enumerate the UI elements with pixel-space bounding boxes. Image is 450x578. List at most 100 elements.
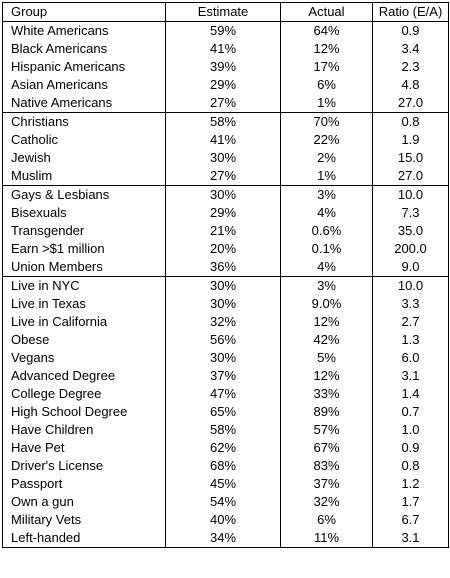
cell-group: Driver's License: [2, 457, 166, 475]
cell-group: College Degree: [2, 385, 166, 403]
table-row: Union Members 36% 4% 9.0: [2, 258, 449, 277]
cell-actual: 3%: [280, 185, 373, 204]
cell-estimate: 30%: [165, 295, 281, 313]
cell-ratio: 6.0: [372, 349, 449, 367]
cell-ratio: 35.0: [372, 222, 449, 240]
table-row: Muslim 27% 1% 27.0: [2, 167, 449, 186]
cell-group: Union Members: [2, 258, 166, 277]
cell-group: Have Pet: [2, 439, 166, 457]
cell-estimate: 56%: [165, 331, 281, 349]
cell-estimate: 20%: [165, 240, 281, 258]
cell-actual: 89%: [280, 403, 373, 421]
cell-ratio: 1.2: [372, 475, 449, 493]
table-row: Left-handed 34% 11% 3.1: [2, 529, 449, 548]
data-table-container: Group Estimate Actual Ratio (E/A) White …: [2, 2, 449, 548]
cell-actual: 12%: [280, 367, 373, 385]
cell-group: Obese: [2, 331, 166, 349]
cell-estimate: 41%: [165, 40, 281, 58]
cell-actual: 32%: [280, 493, 373, 511]
cell-group: Asian Americans: [2, 76, 166, 94]
cell-estimate: 65%: [165, 403, 281, 421]
cell-group: Hispanic Americans: [2, 58, 166, 76]
cell-group: Earn >$1 million: [2, 240, 166, 258]
cell-estimate: 41%: [165, 131, 281, 149]
cell-group: Passport: [2, 475, 166, 493]
table-row: College Degree 47% 33% 1.4: [2, 385, 449, 403]
cell-ratio: 1.0: [372, 421, 449, 439]
cell-ratio: 200.0: [372, 240, 449, 258]
cell-estimate: 37%: [165, 367, 281, 385]
table-row: Military Vets 40% 6% 6.7: [2, 511, 449, 529]
table-row: Catholic 41% 22% 1.9: [2, 131, 449, 149]
cell-estimate: 45%: [165, 475, 281, 493]
cell-estimate: 29%: [165, 204, 281, 222]
header-actual: Actual: [280, 2, 373, 22]
cell-actual: 67%: [280, 439, 373, 457]
table-row: High School Degree 65% 89% 0.7: [2, 403, 449, 421]
cell-ratio: 27.0: [372, 94, 449, 113]
cell-actual: 64%: [280, 21, 373, 40]
cell-estimate: 21%: [165, 222, 281, 240]
cell-actual: 17%: [280, 58, 373, 76]
cell-ratio: 0.7: [372, 403, 449, 421]
table-row: Own a gun 54% 32% 1.7: [2, 493, 449, 511]
cell-actual: 42%: [280, 331, 373, 349]
cell-estimate: 32%: [165, 313, 281, 331]
cell-ratio: 3.1: [372, 367, 449, 385]
cell-group: Jewish: [2, 149, 166, 167]
header-row: Group Estimate Actual Ratio (E/A): [2, 2, 449, 22]
table-row: Have Pet 62% 67% 0.9: [2, 439, 449, 457]
cell-actual: 6%: [280, 76, 373, 94]
cell-ratio: 0.9: [372, 439, 449, 457]
table-row: Black Americans 41% 12% 3.4: [2, 40, 449, 58]
table-row: Vegans 30% 5% 6.0: [2, 349, 449, 367]
cell-ratio: 4.8: [372, 76, 449, 94]
table-row: Bisexuals 29% 4% 7.3: [2, 204, 449, 222]
cell-actual: 12%: [280, 313, 373, 331]
table-row: Transgender 21% 0.6% 35.0: [2, 222, 449, 240]
cell-ratio: 9.0: [372, 258, 449, 277]
table-row: Obese 56% 42% 1.3: [2, 331, 449, 349]
cell-actual: 2%: [280, 149, 373, 167]
cell-estimate: 30%: [165, 185, 281, 204]
cell-group: Have Children: [2, 421, 166, 439]
header-group: Group: [2, 2, 166, 22]
cell-estimate: 40%: [165, 511, 281, 529]
cell-actual: 1%: [280, 167, 373, 186]
cell-group: Bisexuals: [2, 204, 166, 222]
cell-estimate: 30%: [165, 149, 281, 167]
cell-estimate: 68%: [165, 457, 281, 475]
table-row: Driver's License 68% 83% 0.8: [2, 457, 449, 475]
cell-group: Live in California: [2, 313, 166, 331]
cell-ratio: 1.7: [372, 493, 449, 511]
table-row: Native Americans 27% 1% 27.0: [2, 94, 449, 113]
cell-ratio: 1.9: [372, 131, 449, 149]
table-row: Jewish 30% 2% 15.0: [2, 149, 449, 167]
table-row: Hispanic Americans 39% 17% 2.3: [2, 58, 449, 76]
table-body: White Americans 59% 64% 0.9 Black Americans 4…: [2, 21, 449, 548]
cell-ratio: 0.8: [372, 457, 449, 475]
cell-estimate: 58%: [165, 112, 281, 131]
cell-ratio: 0.9: [372, 21, 449, 40]
cell-ratio: 7.3: [372, 204, 449, 222]
cell-estimate: 58%: [165, 421, 281, 439]
cell-group: Christians: [2, 112, 166, 131]
cell-group: High School Degree: [2, 403, 166, 421]
cell-actual: 6%: [280, 511, 373, 529]
cell-estimate: 54%: [165, 493, 281, 511]
table-row: Asian Americans 29% 6% 4.8: [2, 76, 449, 94]
cell-estimate: 62%: [165, 439, 281, 457]
cell-estimate: 47%: [165, 385, 281, 403]
cell-ratio: 2.3: [372, 58, 449, 76]
cell-ratio: 3.4: [372, 40, 449, 58]
cell-ratio: 6.7: [372, 511, 449, 529]
cell-group: Live in NYC: [2, 276, 166, 295]
cell-actual: 57%: [280, 421, 373, 439]
cell-estimate: 30%: [165, 349, 281, 367]
cell-estimate: 30%: [165, 276, 281, 295]
cell-estimate: 27%: [165, 94, 281, 113]
cell-group: Live in Texas: [2, 295, 166, 313]
cell-group: Advanced Degree: [2, 367, 166, 385]
cell-ratio: 1.3: [372, 331, 449, 349]
cell-group: Transgender: [2, 222, 166, 240]
